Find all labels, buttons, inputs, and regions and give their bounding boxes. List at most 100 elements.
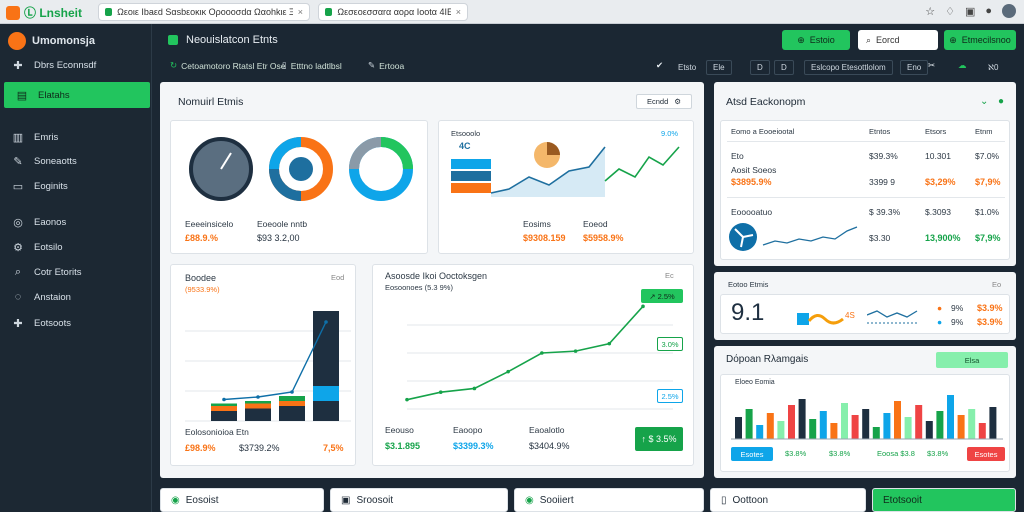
- monitor-icon: ▭: [12, 180, 24, 193]
- footer-value: $3.8%: [829, 449, 851, 458]
- app-logo[interactable]: Ⓛ Lnsheit: [6, 4, 82, 21]
- logo-icon: [6, 5, 20, 20]
- table-cell: Eto: [731, 151, 744, 161]
- kpi-big-value: 9.1: [731, 299, 765, 326]
- chip[interactable]: D: [750, 60, 770, 75]
- main-panel: Nomuirl Etmis Ecndd ⚙ Eeeeinsicelo £88.9.…: [160, 82, 704, 478]
- card-title: Boodee: [185, 273, 217, 283]
- sidebar-item-1[interactable]: ✚ Dbrs Econnsdf: [13, 59, 97, 72]
- bottom-tab-active[interactable]: Etotsooit: [872, 488, 1016, 512]
- kpi-row-value: 9%: [951, 303, 964, 313]
- panel-title: Nomuirl Etmis: [178, 96, 244, 108]
- chip[interactable]: Eno: [900, 60, 929, 75]
- bar: [211, 403, 237, 406]
- kpi-wave: [797, 313, 844, 325]
- chip[interactable]: ℵ0: [988, 63, 999, 72]
- extensions-icon[interactable]: ▣: [964, 5, 976, 18]
- histogram-bar: [766, 413, 774, 439]
- chip[interactable]: Eslcopo Etesottlolom: [804, 60, 893, 75]
- search-input[interactable]: ⌕ Eorcd: [858, 30, 938, 50]
- secondary-button[interactable]: ⊕ Etmecilsnoo: [944, 30, 1016, 50]
- growth-pill: 3.0%: [657, 337, 683, 351]
- bottom-tab[interactable]: ◉ Eosoist: [160, 488, 324, 512]
- table-cell: 10.301: [925, 151, 951, 161]
- avatar[interactable]: [1002, 4, 1016, 18]
- dropdown-icon[interactable]: ⌄: [980, 96, 989, 107]
- close-icon[interactable]: ×: [455, 7, 461, 17]
- histogram-bar: [904, 417, 912, 439]
- series-point: [472, 386, 477, 391]
- table-header: Etsors: [925, 127, 947, 136]
- trend-point: [324, 320, 328, 324]
- sidebar-item-8[interactable]: ⌕ Cotr Etorits: [0, 259, 152, 285]
- sidebar-item-6[interactable]: ◎ Eaonos: [13, 216, 67, 229]
- histogram-button[interactable]: Elsa: [936, 352, 1008, 368]
- metric-value: $5958.9%: [583, 233, 624, 243]
- browser-tab[interactable]: Ωεσεοεσσαrα αορα Ιοοtα 4ΙΕΟ ×: [318, 3, 468, 21]
- table-cell: $7,9%: [975, 233, 1001, 243]
- sidebar-item-9[interactable]: ◌ Anstaion: [0, 284, 152, 310]
- browser-tab[interactable]: Ωεοιε Ιbaεd Sαsbεοκικ Οροοοσdα Ωαοhkιε Ξ…: [98, 3, 310, 21]
- circle-icon: ◉: [171, 494, 180, 506]
- sidebar-item-5[interactable]: ▭ Eoginits: [12, 180, 68, 193]
- square-icon: ▣: [341, 494, 351, 506]
- subnav-item[interactable]: ↻ Cetoamotoro Rtatsl Etr Ose: [170, 60, 286, 71]
- bar: [245, 408, 271, 421]
- histogram-bar: [894, 401, 901, 439]
- footer-chip[interactable]: Esotes: [967, 447, 1005, 461]
- trend-point: [256, 395, 260, 399]
- primary-button[interactable]: ⊕ Estoio: [782, 30, 850, 50]
- chip[interactable]: D: [774, 60, 794, 75]
- fan-icon-blades: [734, 228, 754, 248]
- sidebar-item-7[interactable]: ⚙ Eotsilo: [13, 241, 63, 254]
- footer-chip[interactable]: Esotes: [731, 447, 773, 461]
- chip[interactable]: Ele: [706, 60, 732, 75]
- metric-value: $3399.3%: [453, 441, 494, 451]
- sidebar-item-4[interactable]: ✎ Soneaotts: [13, 155, 77, 168]
- bottom-tab[interactable]: ▣ Sroosoit: [330, 488, 508, 512]
- sidebar-item-10[interactable]: ✚ Eotsoots: [13, 317, 71, 330]
- check-icon[interactable]: ✔: [656, 60, 664, 70]
- series-point: [641, 304, 645, 309]
- bar: [245, 401, 271, 404]
- histogram-bar: [925, 421, 933, 439]
- sidebar-brand[interactable]: Umomonsja: [8, 32, 95, 50]
- histogram-bar: [957, 415, 965, 439]
- pie-badge-slice: [547, 142, 560, 155]
- bottom-tab[interactable]: ▯ Oottoon: [710, 488, 866, 512]
- card-title: Eotoo Etmis: [728, 280, 769, 289]
- filter-button[interactable]: Ecndd ⚙: [636, 94, 692, 109]
- search-icon: ⌕: [866, 34, 872, 45]
- refresh-icon: ↻: [170, 60, 178, 70]
- divider: [727, 197, 1005, 198]
- gauges-svg: [189, 137, 413, 201]
- sidebar-item-2[interactable]: ▤ Elatahs: [4, 82, 150, 108]
- bell-icon[interactable]: ♢: [945, 5, 955, 18]
- plus-icon: ⊕: [949, 34, 957, 45]
- cloud-icon[interactable]: ☁: [958, 60, 967, 70]
- sidebar: Umomonsja ✚ Dbrs Econnsdf ▤ Elatahs ▥ Emris…: [0, 24, 152, 512]
- table-cell: $1.0%: [975, 207, 1000, 217]
- mini-chart: [729, 223, 858, 251]
- chip[interactable]: Etsto: [678, 63, 697, 72]
- subnav-item[interactable]: ✎ Ertooa: [368, 60, 405, 71]
- browser-toolbar: Ⓛ Lnsheit Ωεοιε Ιbaεd Sαsbεοκικ Οροοοσdα…: [0, 0, 1024, 24]
- histogram-bar: [862, 409, 870, 439]
- series-point: [506, 369, 510, 374]
- stack-bar: [451, 159, 491, 169]
- subnav-item[interactable]: ▯ Etttno ladtlbsl: [282, 60, 342, 71]
- bottom-tab[interactable]: ◉ Sooiiert: [514, 488, 704, 512]
- circle-icon: ◉: [525, 494, 534, 506]
- histogram-panel: Dόpoan Rλamgais Elsa Eloeo Eomia Esotes …: [714, 346, 1016, 478]
- plus-icon: ⊕: [797, 34, 805, 45]
- metric-label: Eaoalotlo: [529, 425, 565, 435]
- stack-bar: [451, 183, 491, 193]
- wrench-icon[interactable]: ✂: [928, 60, 936, 70]
- sidebar-item-3[interactable]: ▥ Emris: [12, 131, 59, 144]
- card-subtitle: Eosoonoes (5.3 9%): [385, 283, 453, 292]
- metric-label: Eolosonioioa Etn: [185, 427, 249, 437]
- star-icon[interactable]: ☆: [925, 5, 936, 18]
- account-icon[interactable]: ●: [985, 5, 992, 17]
- close-icon[interactable]: ×: [297, 7, 303, 17]
- metric-value: $9308.159: [523, 233, 566, 243]
